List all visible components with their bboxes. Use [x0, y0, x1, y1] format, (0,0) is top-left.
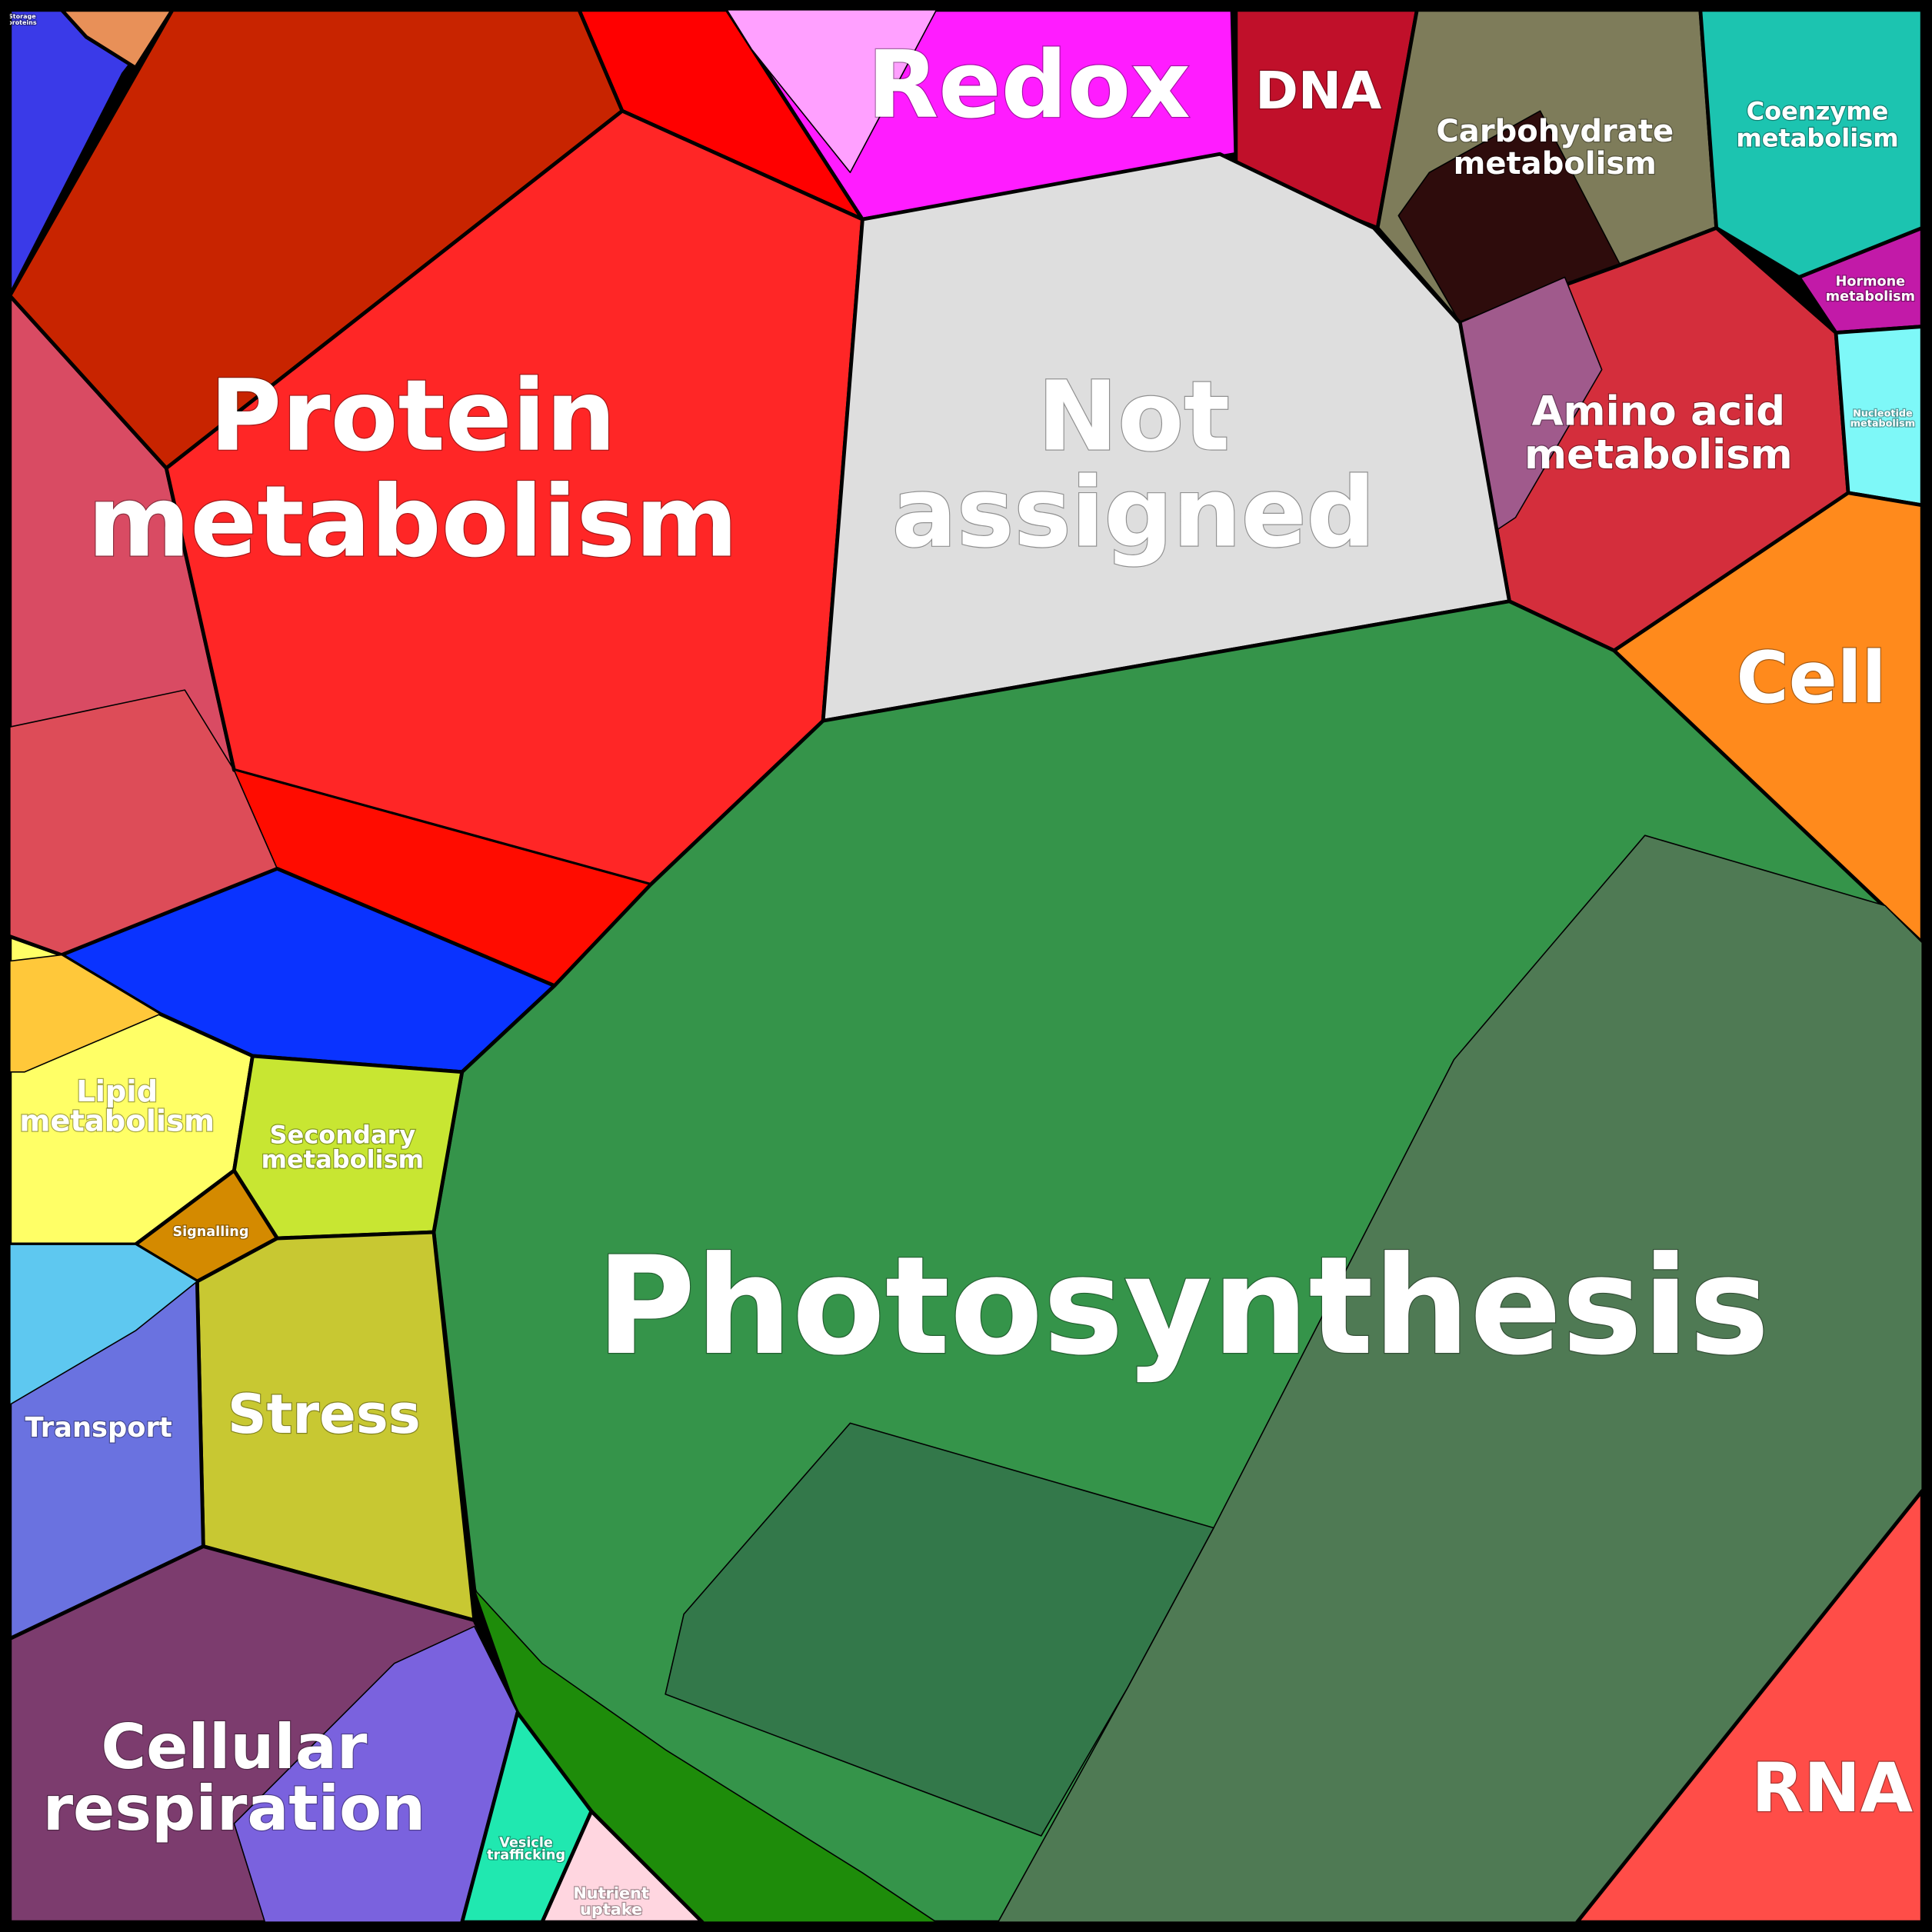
label-line: metabolism — [88, 465, 738, 580]
label-line: Coenzyme — [1747, 96, 1889, 125]
label-line: metabolism — [1736, 124, 1898, 153]
cell-label: Nucleotide metabolism — [1850, 408, 1915, 429]
label-line: uptake — [580, 1900, 642, 1919]
label-line: Not — [1038, 361, 1230, 473]
cell-label: RNA — [1751, 1748, 1913, 1827]
cell-label: Redox — [868, 32, 1191, 139]
cell-label: Not assigned — [892, 361, 1375, 569]
label-line: metabolism — [1850, 418, 1915, 429]
cell-label: Carbohydrate metabolism — [1436, 114, 1674, 182]
label-line: proteins — [8, 19, 37, 26]
label-line: metabolism — [1524, 431, 1793, 478]
label-line: Stress — [228, 1383, 421, 1446]
label-line: Lipid — [76, 1074, 158, 1109]
cell-label: Storage proteins — [8, 13, 37, 26]
cell-label: Amino acid metabolism — [1524, 388, 1793, 478]
cells — [8, 8, 1924, 1924]
label-line: respiration — [43, 1773, 426, 1844]
label-line: metabolism — [261, 1145, 424, 1174]
cell-label: Stress — [228, 1383, 421, 1446]
label-line: Cell — [1737, 636, 1887, 719]
cell-label: Hormone metabolism — [1826, 275, 1915, 305]
label-line: Transport — [25, 1412, 172, 1444]
cell-label: Cellular respiration — [43, 1711, 426, 1844]
label-line: DNA — [1255, 61, 1381, 121]
label-line: Protein — [209, 359, 616, 474]
label-line: trafficking — [487, 1847, 565, 1863]
cell-label: DNA — [1255, 61, 1381, 121]
label-line: assigned — [892, 458, 1375, 569]
label-line: Nutrient — [573, 1884, 649, 1903]
label-line: Hormone — [1836, 275, 1906, 290]
label-line: Secondary — [269, 1121, 415, 1150]
label-line: metabolism — [1826, 289, 1915, 305]
cell-photosynthesis-mid — [665, 1422, 1214, 1837]
label-line: Redox — [868, 32, 1191, 139]
cell-label: Cell — [1737, 636, 1887, 719]
label-line: RNA — [1751, 1748, 1913, 1827]
cell-label: Signalling — [172, 1224, 248, 1240]
label-line: Storage — [8, 13, 36, 20]
label-line: Photosynthesis — [596, 1227, 1770, 1385]
cell-label: Secondary metabolism — [261, 1121, 424, 1174]
cell-label: Photosynthesis — [596, 1227, 1770, 1385]
cell-label: Lipid metabolism — [19, 1074, 215, 1138]
cell-label: Coenzyme metabolism — [1736, 96, 1898, 152]
label-line: Carbohydrate — [1436, 114, 1674, 149]
label-line: metabolism — [1454, 146, 1657, 182]
label-line: Signalling — [172, 1224, 248, 1240]
cell-label: Transport — [25, 1412, 172, 1444]
label-line: Cellular — [101, 1711, 368, 1783]
cell-label: Protein metabolism — [88, 359, 738, 580]
label-line: metabolism — [19, 1104, 215, 1139]
label-line: Vesicle — [499, 1835, 553, 1850]
cell-label: Vesicle trafficking — [487, 1835, 565, 1863]
label-line: Amino acid — [1532, 388, 1785, 435]
cell-label: Nutrient uptake — [573, 1884, 649, 1919]
label-line: Nucleotide — [1853, 408, 1913, 419]
